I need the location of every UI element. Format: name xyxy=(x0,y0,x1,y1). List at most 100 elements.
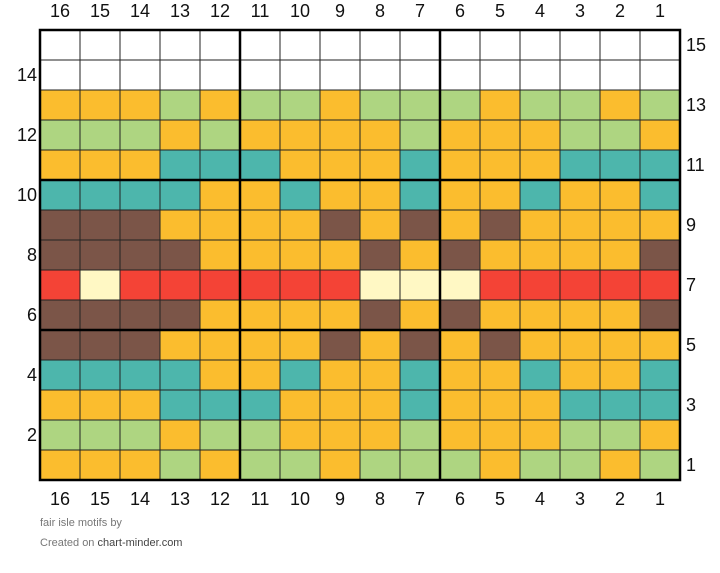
chart-cell-r1-c11 xyxy=(240,450,280,480)
chart-cell-r8-c7 xyxy=(400,240,440,270)
chart-cell-r6-c2 xyxy=(600,300,640,330)
chart-cell-r13-c3 xyxy=(560,90,600,120)
chart-cell-r2-c1 xyxy=(640,420,680,450)
chart-cell-r14-c10 xyxy=(280,60,320,90)
chart-cell-r10-c12 xyxy=(200,180,240,210)
chart-cell-r12-c8 xyxy=(360,120,400,150)
chart-cell-r4-c2 xyxy=(600,360,640,390)
row-label-right: 15 xyxy=(686,35,706,55)
chart-cell-r2-c2 xyxy=(600,420,640,450)
row-label-left: 14 xyxy=(17,65,37,85)
column-label-top: 8 xyxy=(375,1,385,21)
chart-cell-r3-c1 xyxy=(640,390,680,420)
chart-cell-r9-c7 xyxy=(400,210,440,240)
column-label-bottom: 12 xyxy=(210,489,230,509)
chart-cell-r14-c14 xyxy=(120,60,160,90)
chart-cell-r13-c10 xyxy=(280,90,320,120)
chart-cell-r15-c1 xyxy=(640,30,680,60)
chart-cell-r15-c14 xyxy=(120,30,160,60)
chart-cell-r8-c3 xyxy=(560,240,600,270)
chart-cell-r13-c7 xyxy=(400,90,440,120)
chart-cell-r5-c10 xyxy=(280,330,320,360)
chart-cell-r13-c15 xyxy=(80,90,120,120)
chart-cell-r7-c2 xyxy=(600,270,640,300)
chart-cell-r1-c1 xyxy=(640,450,680,480)
chart-cell-r3-c14 xyxy=(120,390,160,420)
chart-cell-r9-c10 xyxy=(280,210,320,240)
top-column-labels: 16 15 14 13 12 11 10 9 8 7 6 5 4 3 2 1 xyxy=(50,1,665,21)
row-label-left: 10 xyxy=(17,185,37,205)
chart-cell-r10-c6 xyxy=(440,180,480,210)
chart-cell-r6-c6 xyxy=(440,300,480,330)
chart-cell-r1-c12 xyxy=(200,450,240,480)
chart-cell-r8-c11 xyxy=(240,240,280,270)
chart-cell-r3-c9 xyxy=(320,390,360,420)
chart-cell-r6-c15 xyxy=(80,300,120,330)
chart-cell-r3-c13 xyxy=(160,390,200,420)
row-label-left: 2 xyxy=(27,425,37,445)
chart-cell-r10-c1 xyxy=(640,180,680,210)
chart-cell-r7-c5 xyxy=(480,270,520,300)
chart-cell-r2-c3 xyxy=(560,420,600,450)
chart-credit: fair isle motifs by xyxy=(40,517,122,529)
chart-cell-r12-c6 xyxy=(440,120,480,150)
chart-cell-r10-c4 xyxy=(520,180,560,210)
chart-cell-r11-c6 xyxy=(440,150,480,180)
chart-cell-r3-c4 xyxy=(520,390,560,420)
chart-cell-r13-c8 xyxy=(360,90,400,120)
chart-cell-r15-c6 xyxy=(440,30,480,60)
chart-cell-r3-c3 xyxy=(560,390,600,420)
column-label-bottom: 14 xyxy=(130,489,150,509)
chart-cell-r10-c5 xyxy=(480,180,520,210)
chart-cell-r15-c13 xyxy=(160,30,200,60)
chart-cell-r7-c11 xyxy=(240,270,280,300)
chart-cell-r7-c15 xyxy=(80,270,120,300)
chart-cell-r12-c16 xyxy=(40,120,80,150)
chart-cell-r9-c4 xyxy=(520,210,560,240)
chart-cell-r9-c2 xyxy=(600,210,640,240)
right-row-labels: 15 13 11 9 7 5 3 1 xyxy=(686,35,706,475)
chart-cell-r1-c7 xyxy=(400,450,440,480)
chart-cell-r8-c5 xyxy=(480,240,520,270)
column-label-top: 7 xyxy=(415,1,425,21)
chart-cell-r13-c16 xyxy=(40,90,80,120)
chart-cell-r6-c4 xyxy=(520,300,560,330)
chart-cell-r4-c9 xyxy=(320,360,360,390)
chart-cell-r10-c3 xyxy=(560,180,600,210)
chart-cell-r14-c13 xyxy=(160,60,200,90)
chart-cell-r12-c10 xyxy=(280,120,320,150)
chart-cell-r4-c11 xyxy=(240,360,280,390)
chart-cell-r11-c16 xyxy=(40,150,80,180)
chart-cell-r7-c6 xyxy=(440,270,480,300)
chart-cell-r2-c15 xyxy=(80,420,120,450)
row-label-right: 11 xyxy=(686,155,705,175)
chart-cell-r9-c3 xyxy=(560,210,600,240)
chart-cell-r4-c15 xyxy=(80,360,120,390)
chart-cell-r5-c3 xyxy=(560,330,600,360)
chart-cell-r10-c11 xyxy=(240,180,280,210)
chart-grid xyxy=(40,30,680,480)
chart-cell-r8-c12 xyxy=(200,240,240,270)
chart-cell-r5-c1 xyxy=(640,330,680,360)
chart-cell-r13-c5 xyxy=(480,90,520,120)
site-link[interactable]: chart-minder.com xyxy=(97,537,183,549)
chart-cell-r3-c16 xyxy=(40,390,80,420)
chart-cell-r9-c8 xyxy=(360,210,400,240)
column-label-bottom: 11 xyxy=(251,489,270,509)
chart-cell-r3-c12 xyxy=(200,390,240,420)
chart-cell-r2-c6 xyxy=(440,420,480,450)
row-label-right: 5 xyxy=(686,335,696,355)
column-label-top: 13 xyxy=(170,1,190,21)
chart-cell-r3-c5 xyxy=(480,390,520,420)
chart-cell-r15-c7 xyxy=(400,30,440,60)
chart-cell-r6-c16 xyxy=(40,300,80,330)
chart-cell-r1-c13 xyxy=(160,450,200,480)
chart-cell-r2-c11 xyxy=(240,420,280,450)
chart-cell-r3-c2 xyxy=(600,390,640,420)
chart-cell-r12-c1 xyxy=(640,120,680,150)
chart-cell-r8-c8 xyxy=(360,240,400,270)
chart-cell-r10-c14 xyxy=(120,180,160,210)
chart-cell-r8-c13 xyxy=(160,240,200,270)
column-label-top: 3 xyxy=(575,1,585,21)
column-label-bottom: 7 xyxy=(415,489,425,509)
